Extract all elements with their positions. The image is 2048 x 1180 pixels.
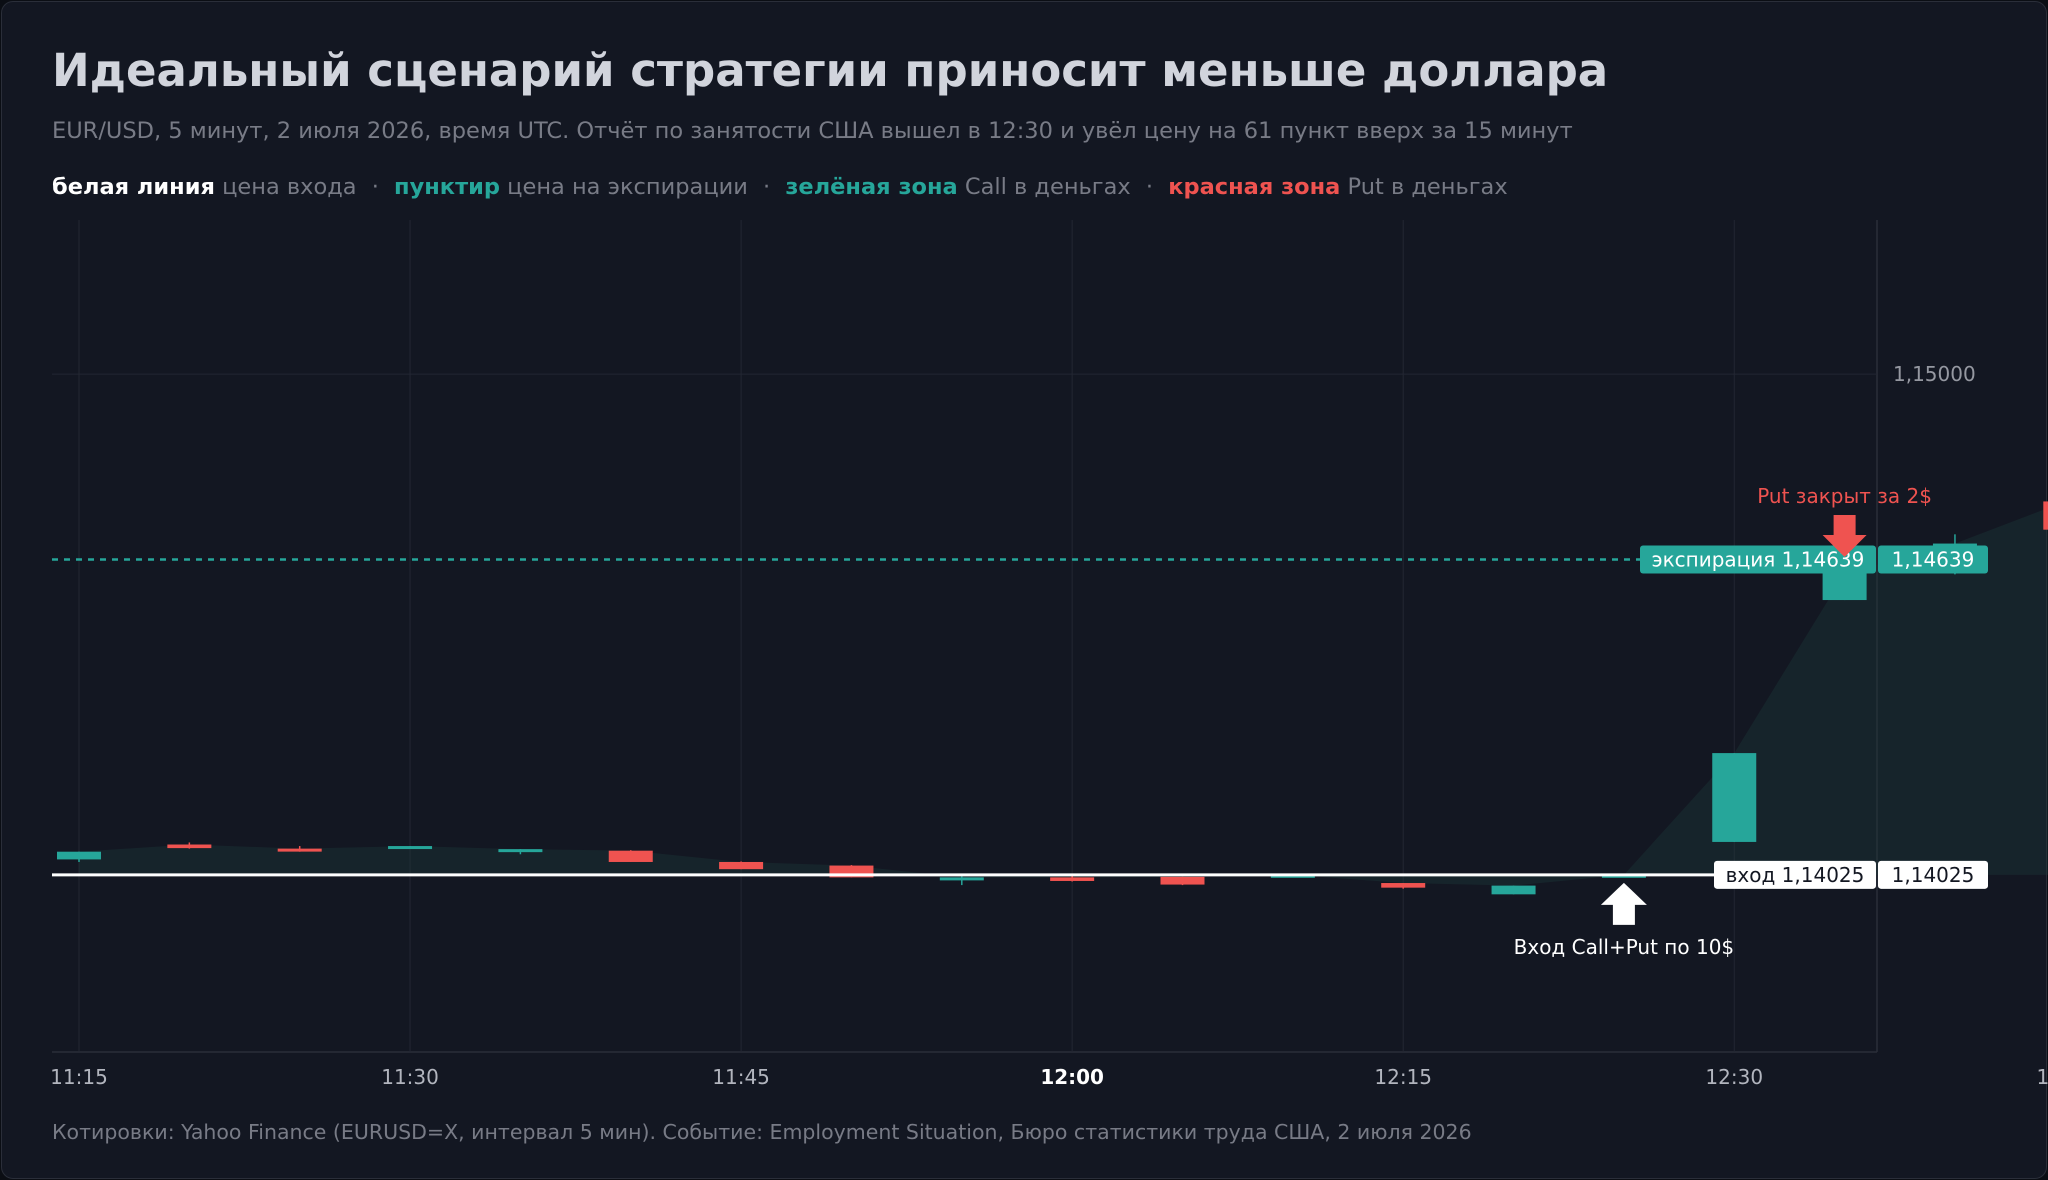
candle-body	[1822, 573, 1867, 601]
entry-label-box	[1714, 860, 1876, 889]
legend-dotted-text: цена на экспирации	[507, 174, 748, 200]
candle-body	[167, 844, 212, 849]
source-note: Котировки: Yahoo Finance (EURUSD=X, инте…	[52, 1120, 1472, 1144]
entry-price-tag-text: 1,14025	[1892, 863, 1975, 887]
legend: белая линия цена входа · пунктир цена на…	[52, 174, 1508, 200]
legend-red-key: красная зона	[1168, 174, 1341, 200]
candle-body	[939, 877, 984, 881]
candle-body	[2043, 501, 2048, 530]
x-tick-label: 12:45	[2036, 1065, 2048, 1089]
call-in-money-zone	[79, 508, 2048, 886]
entry-arrow-icon	[1600, 882, 1647, 925]
x-tick-label: 11:45	[712, 1065, 770, 1089]
legend-white-text: цена входа	[222, 174, 357, 200]
candle-body	[1050, 877, 1095, 881]
entry-annotation: Вход Call+Put по 10$	[1514, 935, 1735, 959]
x-tick-label: 12:00	[1040, 1065, 1104, 1089]
candle-body	[1381, 883, 1426, 888]
candle-body	[608, 850, 653, 862]
put-closed-annotation: Put закрыт за 2$	[1757, 484, 1932, 508]
candle-body	[277, 848, 322, 852]
candle-body	[1491, 885, 1536, 895]
x-tick-label: 12:15	[1374, 1065, 1432, 1089]
expiry-price-tag	[1878, 545, 1988, 574]
x-tick-label: 12:30	[1705, 1065, 1763, 1089]
legend-white-key: белая линия	[52, 174, 215, 200]
y-tick-label: 1,15000	[1893, 362, 1976, 386]
legend-red-text: Put в деньгах	[1347, 174, 1508, 200]
chart-title: Идеальный сценарий стратегии приносит ме…	[52, 44, 1609, 97]
legend-green-text: Call в деньгах	[964, 174, 1131, 200]
legend-green-key: зелёная зона	[785, 174, 958, 200]
legend-dotted-key: пунктир	[394, 174, 500, 200]
candle-body	[829, 865, 874, 878]
candle-body	[57, 851, 101, 860]
candle-body	[498, 849, 543, 853]
put-closed-arrow-icon	[1822, 514, 1867, 557]
entry-label: вход 1,14025	[1726, 863, 1865, 887]
entry-price-tag	[1878, 860, 1988, 889]
legend-separator: ·	[1145, 174, 1154, 200]
candle-body	[1160, 876, 1205, 885]
chart-subtitle: EUR/USD, 5 минут, 2 июля 2026, время UTC…	[52, 118, 1573, 144]
expiry-price-tag-text: 1,14639	[1892, 547, 1975, 571]
legend-separator: ·	[763, 174, 771, 200]
expiry-label: экспирация 1,14639	[1652, 547, 1865, 571]
x-tick-label: 11:15	[50, 1065, 108, 1089]
x-tick-label: 11:30	[381, 1065, 439, 1089]
legend-separator: ·	[371, 174, 379, 200]
candle-body	[388, 846, 433, 850]
candle-body	[1712, 753, 1757, 842]
expiry-label-box	[1640, 545, 1876, 574]
candle-body	[719, 861, 764, 870]
